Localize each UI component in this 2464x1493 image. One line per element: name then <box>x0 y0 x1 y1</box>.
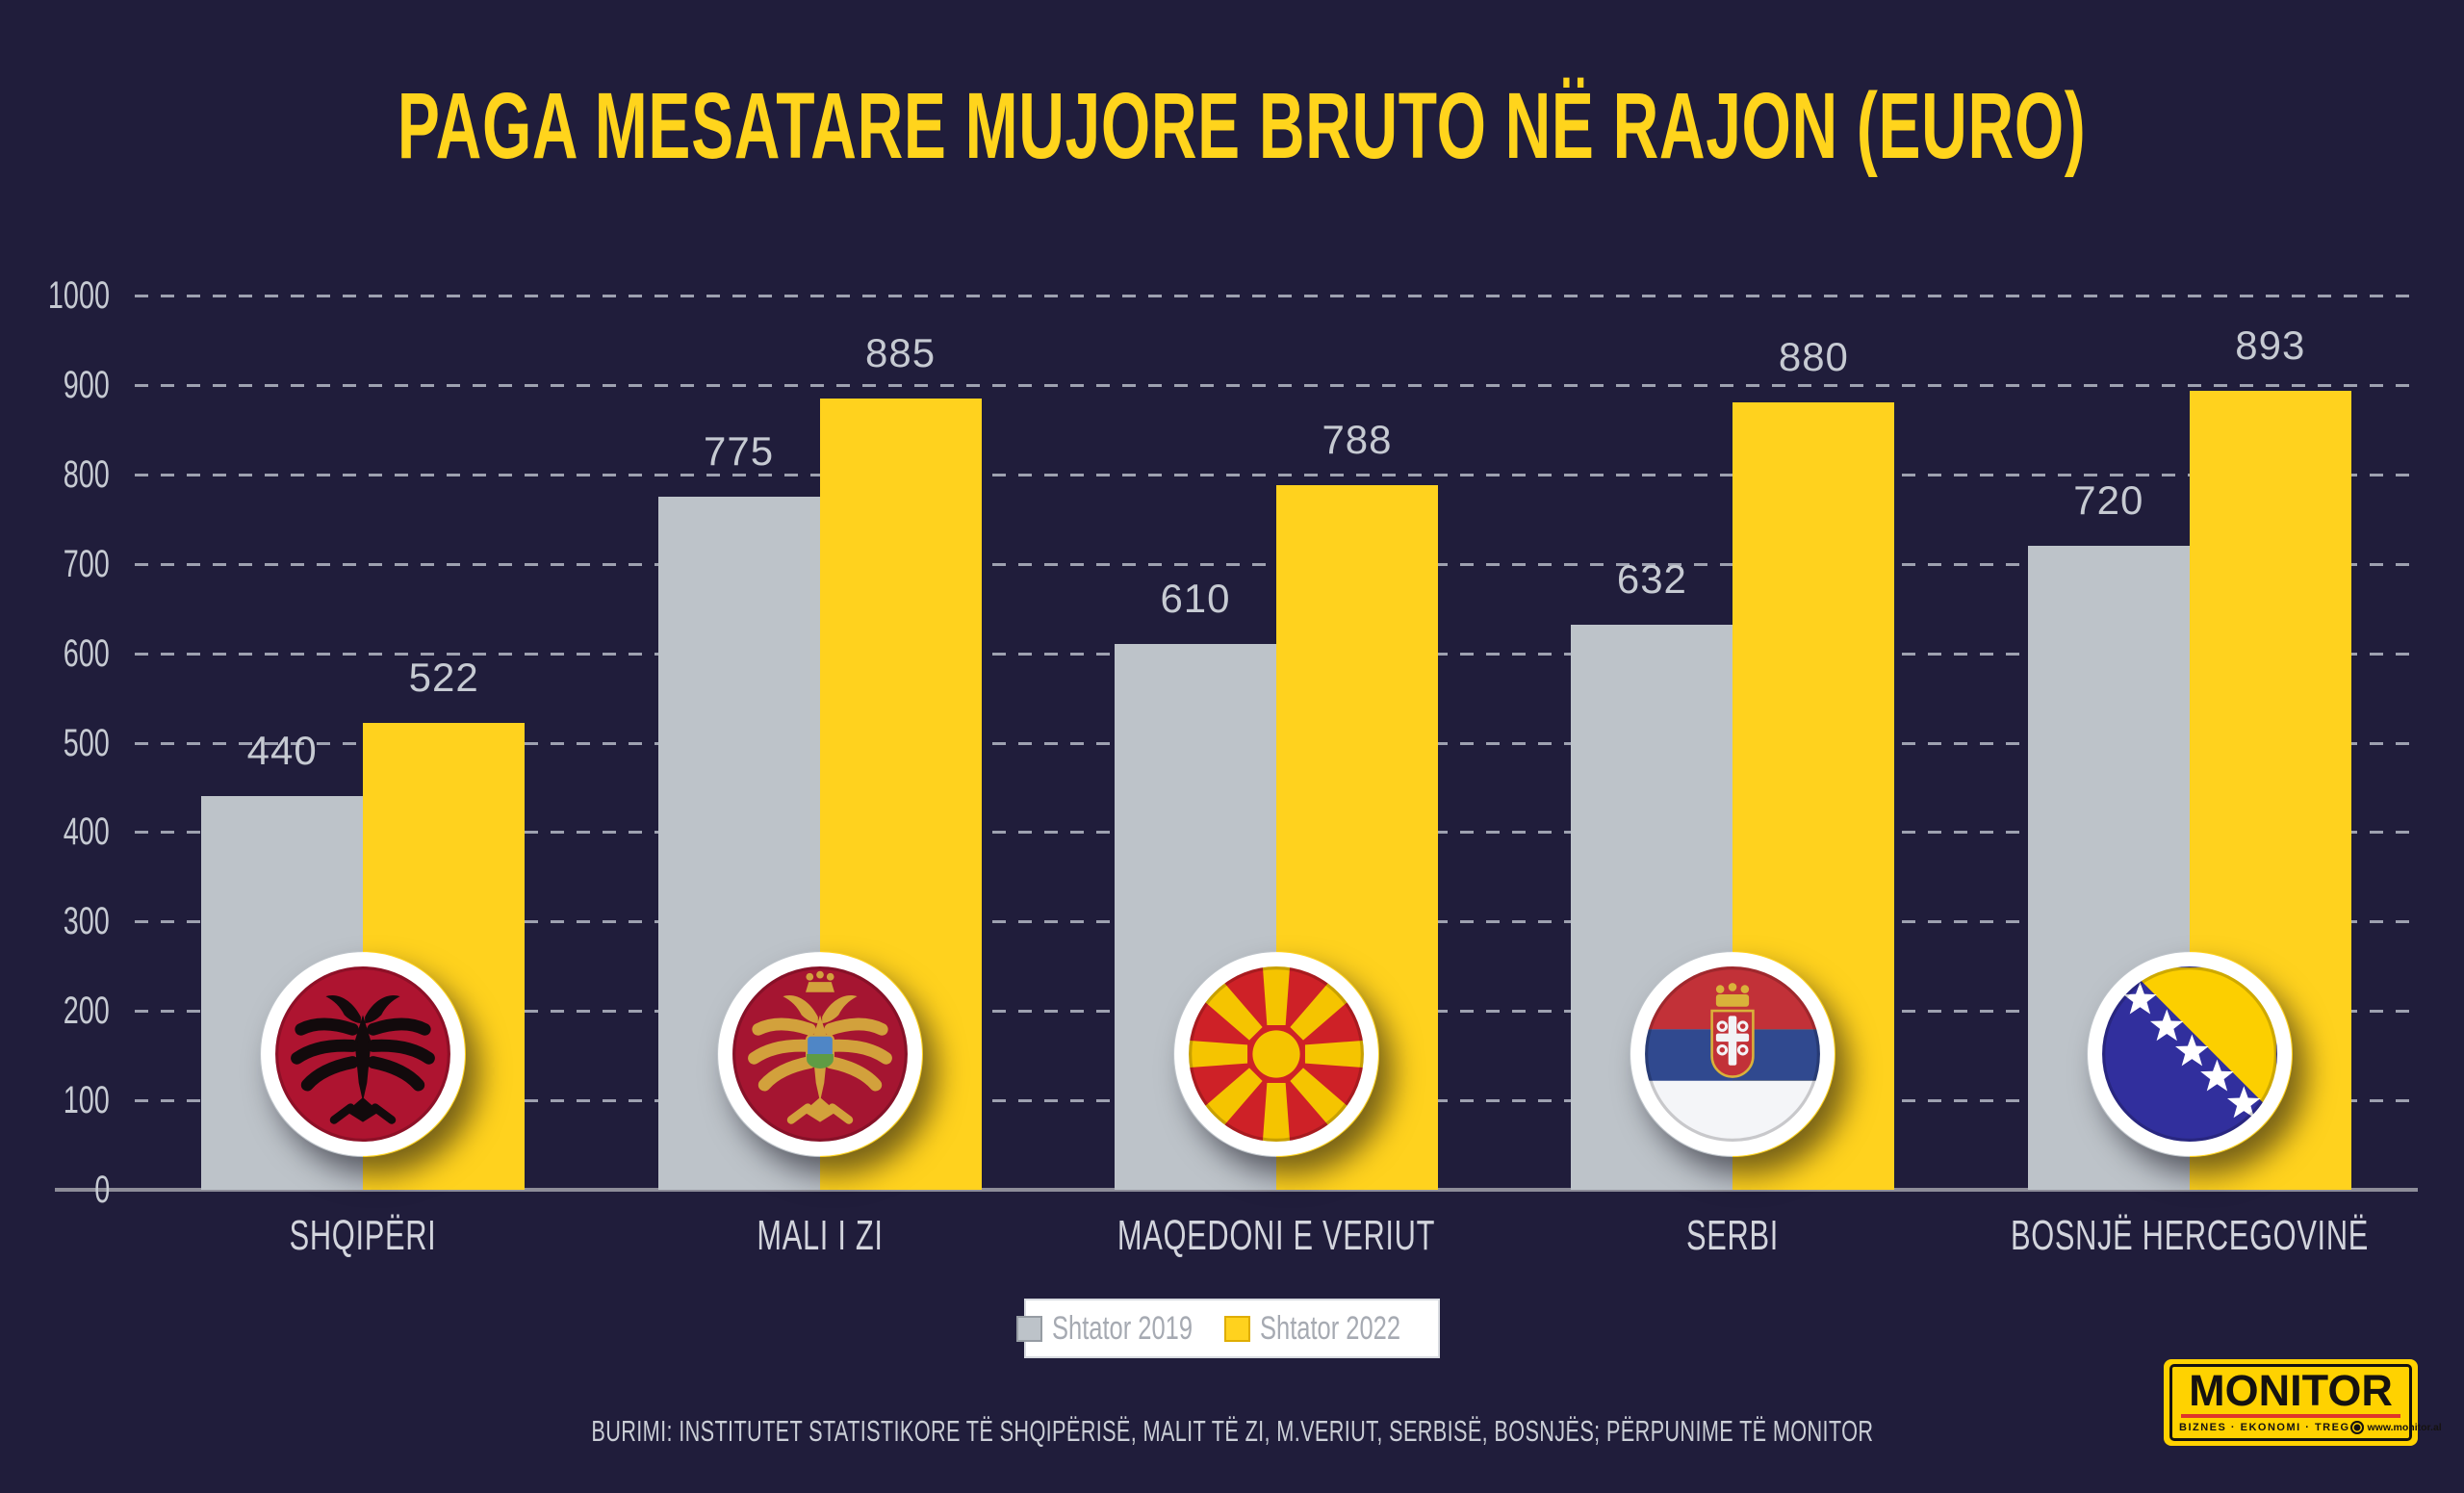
value-label-2019: 775 <box>704 428 775 475</box>
bar-group-north-macedonia: 610 788 MAQEDONI E VERIUT <box>1115 296 1438 1257</box>
monitor-logo-frame: MONITOR BIZNES · EKONOMI · TREG www.moni… <box>2169 1364 2442 1441</box>
y-tick-label: 300 <box>63 900 110 943</box>
monitor-logo-tagline: BIZNES · EKONOMI · TREG <box>2179 1422 2350 1433</box>
value-label-2022: 893 <box>2235 322 2306 369</box>
y-tick-label: 400 <box>63 811 110 854</box>
y-tick-label: 100 <box>63 1079 110 1122</box>
plot-area: 0 100 200 300 400 500 600 700 800 900 10 <box>48 276 2418 1257</box>
flag-serbia-icon <box>1630 951 1835 1157</box>
monitor-logo-red-bar <box>2181 1414 2400 1418</box>
value-label-2019: 610 <box>1160 576 1231 622</box>
source-line: BURIMI: INSTITUTET STATISTIKORE TË SHQIP… <box>0 1414 2464 1448</box>
flag-albania-icon <box>260 951 466 1157</box>
gridline <box>135 295 2418 297</box>
category-label: MAQEDONI E VERIUT <box>1116 1212 1436 1259</box>
category-label: MALI I ZI <box>756 1212 884 1259</box>
legend-swatch-2022-icon <box>1224 1315 1250 1342</box>
y-tick-label: 800 <box>63 452 110 496</box>
y-tick-label: 200 <box>63 990 110 1033</box>
monitor-logo-wordmark: MONITOR <box>2189 1366 2393 1415</box>
monitor-logo-url: www.monitor.al <box>2367 1422 2442 1433</box>
y-tick-label: 1000 <box>47 274 110 317</box>
bar-group-serbia: 632 880 SERBI <box>1571 296 1895 1257</box>
website-icon <box>2349 1421 2364 1434</box>
flag-bosnia-herzegovina-icon <box>2087 951 2293 1157</box>
category-label: SERBI <box>1686 1212 1780 1259</box>
y-tick-label: 0 <box>93 1169 110 1211</box>
legend-item-2022: Shtator 2022 <box>1224 1312 1448 1345</box>
chart-title: PAGA MESATARE MUJORE BRUTO NË RAJON (EUR… <box>397 73 2087 178</box>
category-label: SHQIPËRI <box>289 1212 437 1259</box>
legend-swatch-2019-icon <box>1016 1315 1043 1342</box>
gridline <box>55 1188 2418 1192</box>
legend: Shtator 2019 Shtator 2022 <box>1016 1299 1440 1358</box>
page-title: PAGA MESATARE MUJORE BRUTO NË RAJON (EUR… <box>0 73 2464 178</box>
value-label-2022: 885 <box>865 329 937 375</box>
y-tick-label: 700 <box>63 542 110 585</box>
value-label-2019: 632 <box>1616 555 1687 602</box>
value-label-2019: 720 <box>2073 477 2144 524</box>
monitor-logo: MONITOR BIZNES · EKONOMI · TREG www.moni… <box>2164 1359 2442 1446</box>
value-label-2022: 522 <box>408 655 479 701</box>
legend-label-2019: Shtator 2019 <box>1052 1310 1194 1347</box>
y-tick-label: 500 <box>63 721 110 764</box>
y-tick-label: 900 <box>63 363 110 406</box>
source-text: BURIMI: INSTITUTET STATISTIKORE TË SHQIP… <box>591 1414 1873 1448</box>
flag-montenegro-icon <box>717 951 923 1157</box>
value-label-2019: 440 <box>246 728 318 774</box>
gridline <box>135 473 2418 476</box>
monitor-logo-bottom-row: BIZNES · EKONOMI · TREG www.monitor.al <box>2179 1421 2442 1434</box>
y-tick-label: 600 <box>63 631 110 675</box>
bar-group-bosnia-herzegovina: 720 893 BOSNJË HERCEGOVINË <box>2011 296 2368 1257</box>
value-label-2022: 788 <box>1322 416 1393 462</box>
value-label-2022: 880 <box>1778 334 1849 380</box>
category-label: BOSNJË HERCEGOVINË <box>2010 1212 2369 1259</box>
legend-item-2019: Shtator 2019 <box>1016 1312 1240 1345</box>
flag-north-macedonia-icon <box>1173 951 1379 1157</box>
monitor-logo-site: www.monitor.al <box>2349 1421 2442 1434</box>
legend-label-2022: Shtator 2022 <box>1260 1310 1401 1347</box>
gridline <box>135 383 2418 387</box>
bar-group-montenegro: 775 885 <box>657 296 982 1257</box>
bar-group-albania: 440 522 SHQIPËRI <box>201 296 526 1257</box>
